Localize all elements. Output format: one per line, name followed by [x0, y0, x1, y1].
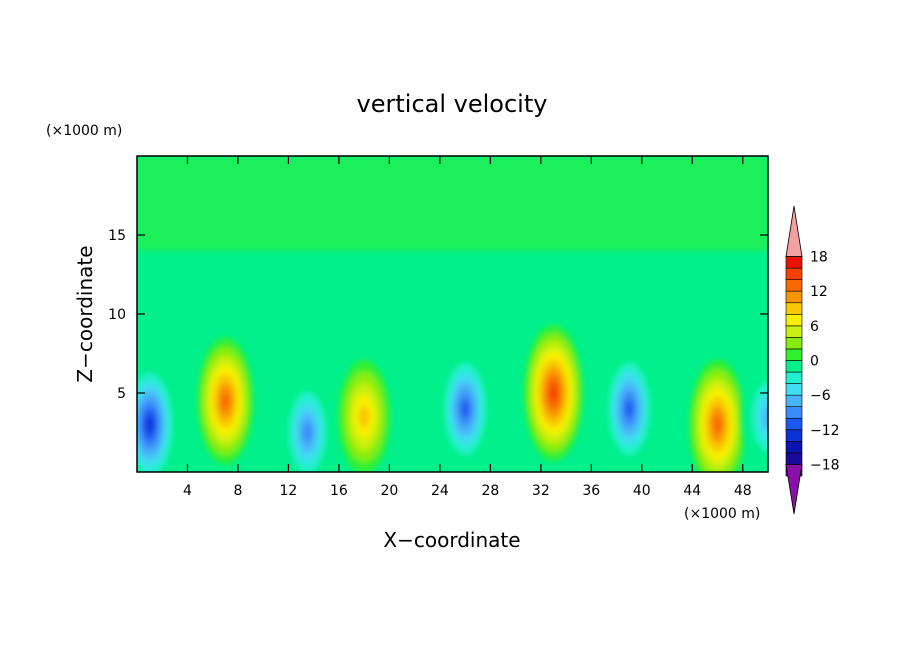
colorbar-tick-label: −12	[810, 423, 840, 439]
colorbar-tick-label: 18	[810, 250, 828, 266]
colorbar-tick-label: 12	[810, 284, 828, 300]
colorbar-band	[785, 383, 803, 396]
colorbar-band	[785, 337, 803, 350]
x-tick-label: 36	[582, 483, 600, 499]
y-unit-label: (×1000 m)	[46, 123, 122, 139]
colorbar-max-arrow	[785, 205, 803, 257]
colorbar-band	[785, 302, 803, 315]
x-axis: 4 8 12 16 20 24 28 32 36 40 44 48	[183, 156, 752, 499]
x-tick-label: 4	[183, 483, 192, 499]
colorbar-tick-label: 6	[810, 319, 819, 335]
colorbar-band	[785, 290, 803, 304]
colorbar-band	[785, 348, 803, 361]
x-tick-label: 48	[734, 483, 752, 499]
colorbar-min-arrow	[785, 464, 803, 515]
x-tick-label: 40	[633, 483, 651, 499]
colorbar-band	[785, 325, 803, 338]
velocity-cell	[280, 372, 335, 472]
plot-area	[137, 156, 768, 472]
colorbar-band	[785, 371, 803, 384]
x-tick-label: 16	[330, 483, 348, 499]
y-axis: 5 10 15	[108, 228, 768, 402]
x-unit-label: (×1000 m)	[684, 506, 760, 522]
velocity-cell	[338, 359, 391, 472]
colorbar-band	[785, 279, 803, 292]
y-tick-label: 5	[117, 386, 126, 402]
colorbar-tick-label: 0	[810, 354, 819, 370]
colorbar-band	[785, 406, 803, 419]
x-tick-label: 12	[280, 483, 298, 499]
x-tick-label: 28	[481, 483, 499, 499]
y-axis-label: Z−coordinate	[73, 245, 97, 382]
colorbar-band	[785, 417, 803, 431]
velocity-cell	[689, 359, 747, 472]
velocity-cell	[197, 337, 254, 465]
y-tick-label: 10	[108, 307, 126, 323]
colorbar-tick-label: −6	[810, 388, 831, 404]
colorbar-tick-label: −18	[810, 457, 840, 473]
velocity-cell	[437, 345, 494, 472]
colorbar-band	[785, 441, 803, 454]
x-tick-label: 44	[683, 483, 701, 499]
colorbar-band	[785, 360, 803, 373]
velocity-cell	[742, 359, 768, 472]
x-tick-label: 20	[380, 483, 398, 499]
velocity-cell	[523, 325, 583, 461]
x-axis-label: X−coordinate	[383, 528, 520, 552]
colorbar-band	[785, 256, 803, 269]
velocity-cell	[601, 345, 658, 472]
colorbar-band	[785, 452, 803, 465]
y-tick-label: 15	[108, 228, 126, 244]
chart-title: vertical velocity	[357, 90, 548, 118]
upper-field	[137, 156, 768, 251]
colorbar: 18 12 6 0 −6 −12 −18	[785, 205, 840, 515]
colorbar-band	[785, 394, 803, 407]
colorbar-band	[785, 313, 803, 327]
x-tick-label: 32	[532, 483, 550, 499]
colorbar-band	[785, 429, 803, 442]
x-tick-label: 24	[431, 483, 449, 499]
colorbar-band	[785, 267, 803, 280]
x-tick-label: 8	[233, 483, 242, 499]
velocity-cell	[137, 356, 180, 472]
